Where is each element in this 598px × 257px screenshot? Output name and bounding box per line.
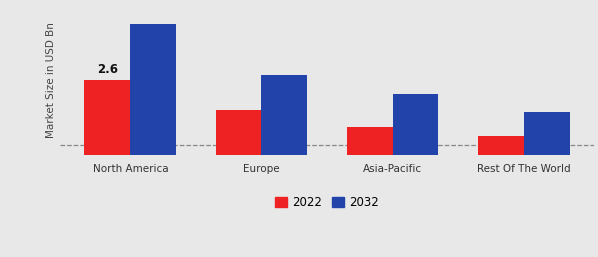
Bar [478, 136, 524, 155]
Legend: 2022, 2032: 2022, 2032 [271, 192, 383, 213]
Bar [215, 110, 261, 155]
Y-axis label: Market Size in USD Bn: Market Size in USD Bn [46, 22, 56, 137]
Bar [261, 75, 307, 155]
Bar [84, 80, 130, 155]
Text: 2.6: 2.6 [97, 63, 118, 76]
Bar [347, 127, 392, 155]
Bar [392, 94, 438, 155]
Bar [130, 24, 176, 155]
Bar [524, 112, 569, 155]
